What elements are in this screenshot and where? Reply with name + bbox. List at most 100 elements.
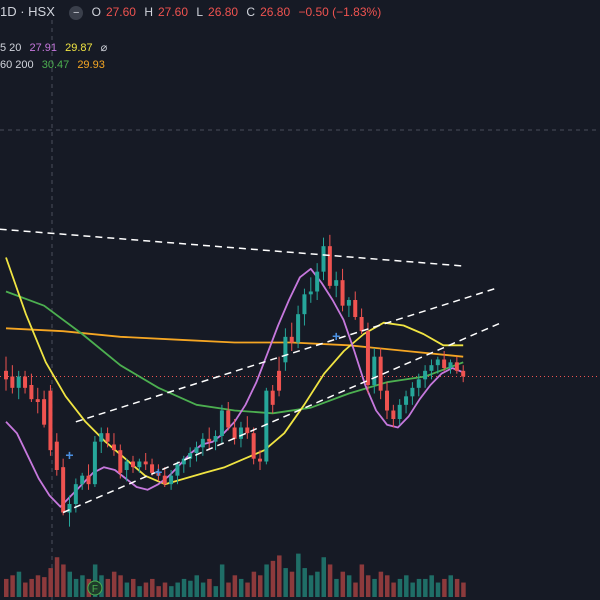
low-value: 26.80	[208, 5, 239, 19]
volume-bar	[397, 578, 403, 597]
candle-body	[181, 458, 186, 465]
signal-marker: +	[154, 464, 162, 480]
candle-body	[111, 444, 116, 451]
candle-body	[35, 399, 40, 402]
candle-body	[359, 317, 364, 332]
ma60-line	[5, 290, 464, 415]
candle-body	[327, 246, 332, 286]
candle-body	[80, 475, 85, 485]
candle-body	[4, 370, 8, 380]
low-label: L	[196, 5, 204, 19]
ma-short-label: 5 20	[0, 42, 22, 54]
candle-body	[423, 370, 428, 380]
candle-body	[365, 331, 370, 385]
volume-bar	[35, 575, 41, 597]
candle-body	[188, 453, 193, 459]
candle-body	[226, 410, 231, 428]
candle-body	[219, 410, 224, 436]
ma-legend-short[interactable]: 5 20 27.91 29.87 ⌀	[0, 41, 112, 54]
volume-bar	[169, 586, 174, 597]
candle-body	[99, 433, 104, 442]
volume-bar	[435, 582, 441, 597]
volume-bar	[226, 582, 231, 597]
candle-body	[315, 271, 320, 292]
volume-bar	[10, 575, 15, 597]
volume-bar	[277, 555, 282, 597]
candle-body	[391, 410, 396, 419]
minus-circle-icon[interactable]: −	[69, 5, 84, 20]
volume-bar	[365, 575, 371, 597]
candle-body	[283, 336, 288, 363]
candle-body	[245, 427, 250, 434]
candle-body	[73, 484, 78, 504]
ma5-value: 27.91	[29, 42, 58, 54]
candle-body	[258, 458, 262, 462]
volume-bar	[302, 568, 307, 597]
volume-bar	[251, 571, 257, 597]
volume-bar	[372, 578, 377, 597]
volume-bar	[289, 571, 295, 597]
candle-body	[429, 365, 434, 371]
ma200-line	[5, 327, 464, 358]
ma5-line	[5, 267, 464, 508]
volume-bar	[410, 582, 415, 597]
volume-bar	[448, 575, 453, 597]
candle-body	[461, 370, 466, 377]
candle-body	[124, 461, 129, 470]
signal-marker: +	[65, 447, 73, 463]
symbol-label[interactable]: 1D · HSX	[0, 4, 55, 19]
candle-body	[42, 399, 47, 425]
volume-bar	[423, 578, 428, 597]
candle-body	[105, 433, 110, 442]
candle-body	[448, 362, 453, 368]
event-flag-circle	[87, 580, 103, 596]
candle-body	[385, 390, 389, 411]
volume-bar	[327, 564, 333, 597]
volume-bar	[111, 571, 117, 597]
volume-bar	[353, 582, 358, 597]
volume-bar	[454, 578, 460, 597]
volume-bar	[385, 575, 390, 597]
candle-body	[207, 438, 212, 442]
candle-body	[169, 475, 174, 485]
volume-bar	[334, 578, 339, 597]
candle-body	[296, 314, 301, 343]
event-flag-label: F	[92, 584, 98, 595]
candle-body	[10, 376, 15, 388]
volume-bar	[181, 578, 187, 597]
candle-body	[353, 300, 358, 317]
candle-body	[321, 246, 326, 272]
volume-bar	[80, 575, 85, 597]
candle-body	[442, 359, 447, 368]
ma60-value: 30.47	[41, 59, 70, 71]
hide-circle-icon[interactable]: ⌀	[100, 42, 108, 54]
volume-bar	[378, 571, 384, 597]
close-value: 26.80	[260, 5, 291, 19]
candle-body	[16, 376, 21, 388]
candle-body	[92, 441, 97, 485]
volume-bar	[359, 564, 365, 597]
candle-body	[67, 504, 72, 513]
volume-bar	[156, 586, 161, 597]
close-label: C	[246, 5, 256, 19]
volume-bar	[461, 582, 466, 597]
candle-body	[397, 404, 402, 419]
volume-bar	[270, 560, 276, 597]
open-label: O	[91, 5, 101, 19]
volume-bar	[308, 575, 314, 597]
candle-body	[131, 461, 135, 468]
volume-bar	[150, 578, 155, 597]
volume-bar	[200, 582, 206, 597]
candle-body	[232, 427, 237, 439]
volume-bar	[194, 575, 199, 597]
volume-bar	[73, 578, 79, 597]
ma-legend-long[interactable]: 60 200 30.47 29.93	[0, 59, 110, 71]
signal-marker: +	[332, 328, 340, 344]
volume-bar	[442, 578, 447, 597]
volume-bar	[188, 580, 193, 597]
candle-body	[54, 441, 59, 470]
volume-bar	[245, 582, 250, 597]
candle-body	[251, 433, 256, 459]
